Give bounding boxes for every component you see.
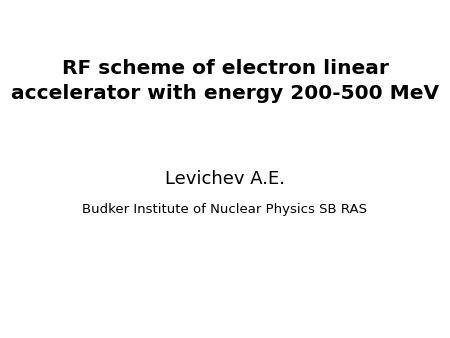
Text: RF scheme of electron linear
accelerator with energy 200-500 MeV: RF scheme of electron linear accelerator… [11,59,439,103]
Text: Budker Institute of Nuclear Physics SB RAS: Budker Institute of Nuclear Physics SB R… [82,203,368,216]
Text: Levichev A.E.: Levichev A.E. [165,170,285,188]
